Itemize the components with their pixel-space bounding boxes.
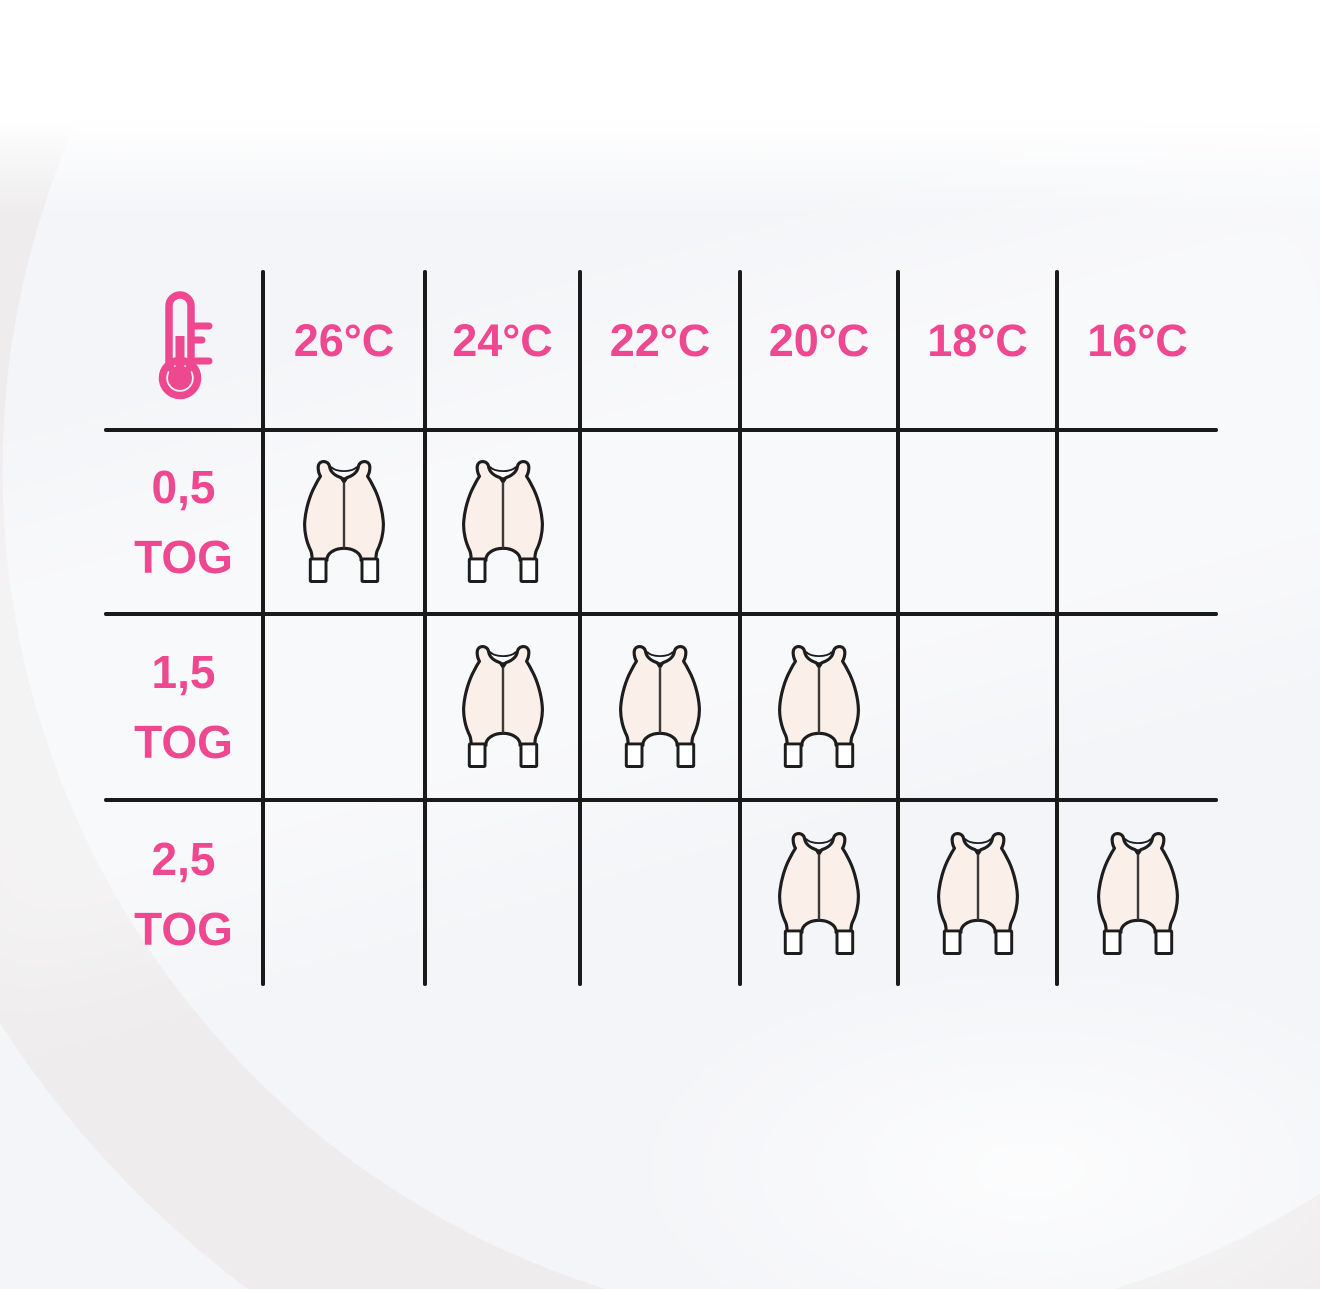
zipper-pull (500, 662, 505, 667)
tog-unit: TOG (134, 531, 233, 583)
collar-back-line (646, 650, 674, 658)
left-foot-cuff (783, 742, 803, 769)
zipper-pull (1135, 849, 1140, 854)
collar-back-line (488, 465, 517, 473)
collar-back-line (488, 650, 517, 658)
background-top-fade (0, 0, 1320, 215)
collar-back-line (805, 650, 833, 658)
zipper-pull (658, 662, 662, 667)
sleep-suit-icon (1096, 831, 1179, 956)
sleep-suit-icon (619, 644, 701, 769)
right-foot-cuff (360, 557, 380, 584)
grid-line-vertical (261, 270, 265, 986)
cell-15tog-16c (1057, 614, 1218, 800)
grid-line-vertical (578, 270, 582, 986)
row-label-25-tog: 2,5 TOG (104, 800, 263, 988)
cell-05tog-18c (898, 430, 1057, 614)
sleep-suit-icon (303, 459, 385, 584)
cell-25tog-24c (425, 800, 580, 988)
grid-line-vertical (896, 270, 900, 986)
temp-header-24c: 24°C (452, 315, 553, 366)
row-label-05-tog: 0,5 TOG (104, 430, 263, 614)
tog-unit: TOG (134, 903, 233, 955)
cell-15tog-26c (263, 614, 425, 800)
left-foot-cuff (942, 929, 961, 956)
cell-25tog-26c (263, 800, 425, 988)
cell-15tog-22c (580, 614, 740, 800)
cell-05tog-22c (580, 430, 740, 614)
grid-line-vertical (423, 270, 427, 986)
temp-header-18c: 18°C (927, 315, 1028, 366)
sleep-suit-icon (778, 831, 860, 956)
temp-header-16c: 16°C (1087, 315, 1188, 366)
thermometer-icon (158, 291, 212, 400)
tog-table: 26°C 24°C 22°C 20°C 18°C 16°C 0,5 TOG (104, 270, 1218, 988)
tog-value: 2,5 (151, 833, 216, 885)
right-foot-cuff (1154, 929, 1173, 956)
right-foot-cuff (994, 929, 1013, 956)
right-foot-cuff (519, 742, 538, 769)
sleep-suit-icon (461, 644, 544, 769)
zipper-pull (342, 477, 346, 482)
grid-line-vertical (738, 270, 742, 986)
grid-line-horizontal (104, 428, 1218, 432)
temp-header-26c: 26°C (293, 315, 395, 366)
cell-05tog-16c (1057, 430, 1218, 614)
cell-15tog-18c (898, 614, 1057, 800)
zipper-pull (817, 849, 821, 854)
right-foot-cuff (519, 557, 538, 584)
zipper-pull (975, 849, 980, 854)
sleep-suit-icon (936, 831, 1019, 956)
temp-header-22c: 22°C (609, 315, 711, 366)
tog-value: 1,5 (151, 646, 216, 698)
cell-15tog-24c (425, 614, 580, 800)
right-foot-cuff (835, 929, 855, 956)
cell-05tog-26c (263, 430, 425, 614)
left-foot-cuff (467, 742, 486, 769)
tog-unit: TOG (134, 716, 233, 768)
tog-value: 0,5 (151, 461, 216, 513)
left-foot-cuff (624, 742, 644, 769)
collar-back-line (963, 837, 992, 845)
sleep-suit-icon (461, 459, 544, 584)
cell-25tog-22c (580, 800, 740, 988)
collar-back-line (1123, 837, 1152, 845)
left-foot-cuff (783, 929, 803, 956)
row-label-15-tog: 1,5 TOG (104, 614, 263, 800)
sleep-suit-icon (778, 644, 860, 769)
cell-05tog-20c (740, 430, 898, 614)
temp-header-20c: 20°C (768, 315, 870, 366)
cell-25tog-16c (1057, 800, 1218, 988)
collar-back-line (330, 465, 358, 473)
left-foot-cuff (467, 557, 486, 584)
cell-25tog-20c (740, 800, 898, 988)
grid-line-vertical (1055, 270, 1059, 986)
cell-25tog-18c (898, 800, 1057, 988)
zipper-pull (500, 477, 505, 482)
background-glow (620, 960, 1320, 1289)
cell-15tog-20c (740, 614, 898, 800)
left-foot-cuff (308, 557, 328, 584)
cell-05tog-24c (425, 430, 580, 614)
right-foot-cuff (676, 742, 696, 769)
right-foot-cuff (835, 742, 855, 769)
temperature-legend-cell (104, 270, 263, 430)
left-foot-cuff (1102, 929, 1121, 956)
grid-line-horizontal (104, 798, 1218, 802)
collar-back-line (805, 837, 833, 845)
grid-line-horizontal (104, 612, 1218, 616)
zipper-pull (817, 662, 821, 667)
